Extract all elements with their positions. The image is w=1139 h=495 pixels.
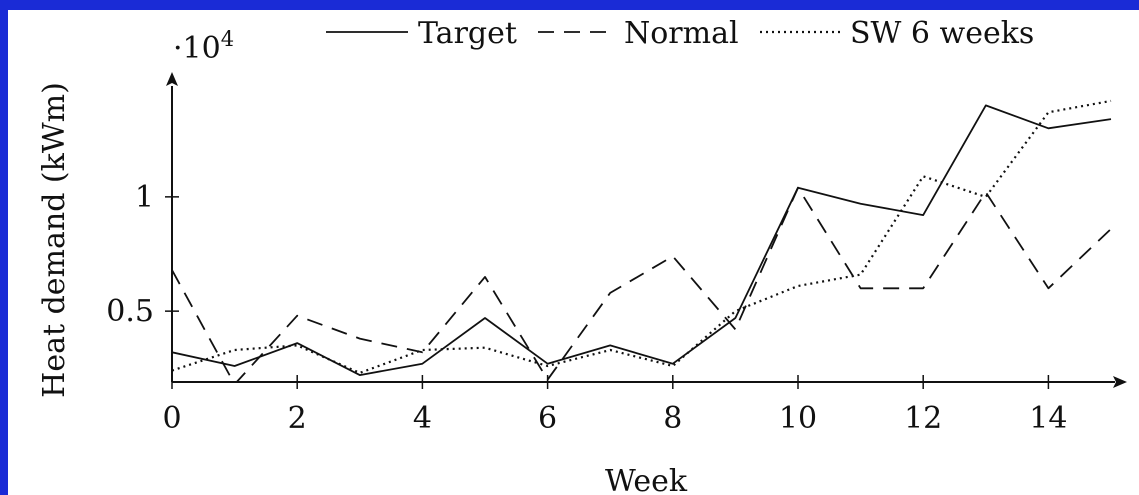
series-layer [172,99,1112,382]
series-line-sw-6-weeks [172,99,1112,374]
x-tick-label: 2 [288,401,307,436]
series-line-target [172,104,1112,377]
y-axis-multiplier-exponent: 4 [221,27,234,51]
y-tick-label: 1 [135,180,154,215]
legend-label: Normal [624,16,739,51]
legend: Target Normal SW 6 weeks [326,16,1034,51]
y-axis-label: Heat demand (kWm) [37,82,72,398]
legend-label: SW 6 weeks [850,16,1034,51]
chart-frame: Target Normal SW 6 weeks 0 2 4 6 8 10 12 14 0.5 1 ·… [8,10,1139,495]
legend-label: Target [418,16,517,51]
x-axis-arrow [1113,376,1127,388]
y-axis-multiplier: ·104 [173,27,234,66]
x-axis-label: Week [605,464,688,495]
series-line-normal [172,186,1112,382]
x-tick-label: 6 [538,401,557,436]
y-axis-multiplier-base: ·10 [173,31,221,66]
axes: 0 2 4 6 8 10 12 14 0.5 1 [106,72,1127,436]
y-tick-label: 0.5 [106,294,154,329]
x-tick-label: 8 [663,401,682,436]
y-axis-arrow [166,72,178,86]
x-tick-label: 4 [413,401,432,436]
x-tick-label: 0 [162,401,181,436]
x-tick-label: 12 [904,401,942,436]
x-tick-label: 14 [1029,401,1067,436]
line-chart: Target Normal SW 6 weeks 0 2 4 6 8 10 12 14 0.5 1 ·… [37,16,1127,495]
x-tick-label: 10 [779,401,817,436]
